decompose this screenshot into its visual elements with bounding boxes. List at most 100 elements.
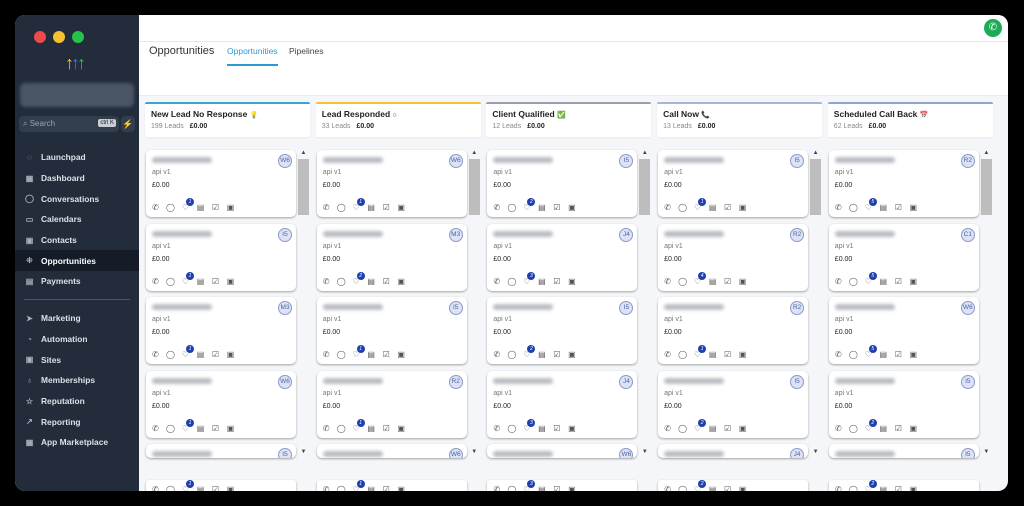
avatar[interactable]: R2 bbox=[448, 374, 463, 389]
note-icon[interactable]: ▤ bbox=[367, 276, 375, 286]
phone-icon[interactable]: ✆ bbox=[834, 350, 842, 359]
avatar[interactable]: M3 bbox=[448, 227, 463, 242]
note-icon[interactable]: ▤ bbox=[879, 276, 888, 286]
note-icon[interactable]: ▤ bbox=[367, 423, 375, 433]
phone-icon[interactable]: ✆ bbox=[664, 350, 671, 359]
opportunity-card[interactable]: C1 api v1 £0.00 ✆ ◯ ♡ 5 ▤ ☑ ▣ bbox=[828, 223, 979, 291]
calendar-icon[interactable]: ▣ bbox=[738, 350, 747, 359]
opportunity-card[interactable]: W6 api v1 £0.00 ✆ ◯ ♡ 1 ▤ ☑ ▣ bbox=[316, 150, 467, 217]
task-icon[interactable]: ☑ bbox=[553, 276, 561, 286]
avatar[interactable]: I5 bbox=[790, 374, 805, 389]
sidebar-item-payments[interactable]: ▤ Payments bbox=[15, 271, 139, 292]
tag-icon[interactable]: ♡ 2 bbox=[522, 198, 536, 212]
scroll-up-arrow[interactable]: ▲ bbox=[300, 150, 307, 156]
note-icon[interactable]: ▤ bbox=[708, 485, 717, 491]
avatar[interactable]: W6 bbox=[448, 154, 463, 168]
sidebar-item-sites[interactable]: ▣ Sites bbox=[15, 349, 139, 370]
task-icon[interactable]: ☑ bbox=[211, 350, 220, 359]
scroll-down-arrow[interactable]: ▼ bbox=[471, 449, 478, 455]
tag-icon[interactable]: ♡ 1 bbox=[181, 418, 194, 433]
chat-icon[interactable]: ◯ bbox=[678, 485, 688, 491]
opportunity-card[interactable]: I5 bbox=[828, 444, 979, 458]
calendar-icon[interactable]: ▣ bbox=[909, 350, 918, 359]
avatar[interactable]: W6 bbox=[619, 448, 634, 458]
avatar[interactable]: I5 bbox=[278, 227, 292, 242]
sidebar-item-launchpad[interactable]: ◌ Launchpad bbox=[15, 147, 139, 168]
opportunity-card[interactable]: W6 api v1 £0.00 ✆ ◯ ♡ 1 ▤ ☑ ▣ bbox=[146, 150, 296, 217]
note-icon[interactable]: ▤ bbox=[196, 350, 205, 359]
tag-icon[interactable]: ♡ 5 bbox=[864, 345, 877, 359]
avatar[interactable]: W6 bbox=[278, 154, 292, 168]
chat-icon[interactable]: ◯ bbox=[336, 485, 346, 491]
opportunity-card[interactable]: M3 api v1 £0.00 ✆ ◯ ♡ 2 ▤ ☑ ▣ bbox=[316, 223, 467, 291]
opportunity-card[interactable]: I5 api v1 £0.00 ✆ ◯ ♡ 1 ▤ ☑ ▣ bbox=[658, 150, 809, 217]
opportunity-card[interactable]: I5 bbox=[146, 444, 296, 458]
phone-icon[interactable]: ✆ bbox=[322, 350, 330, 359]
phone-icon[interactable]: ✆ bbox=[493, 423, 501, 433]
tag-icon[interactable]: ♡ 2 bbox=[864, 480, 877, 491]
scroll-down-arrow[interactable]: ▼ bbox=[300, 449, 307, 455]
avatar[interactable]: I5 bbox=[448, 301, 463, 315]
chat-icon[interactable]: ◯ bbox=[848, 485, 858, 491]
calendar-icon[interactable]: ▣ bbox=[738, 485, 747, 491]
chat-icon[interactable]: ◯ bbox=[166, 423, 175, 433]
task-icon[interactable]: ☑ bbox=[724, 350, 732, 359]
tag-icon[interactable]: ♡ 5 bbox=[864, 271, 877, 286]
task-icon[interactable]: ☑ bbox=[724, 203, 732, 212]
phone-icon[interactable]: ✆ bbox=[493, 203, 501, 212]
avatar[interactable]: W6 bbox=[278, 374, 292, 389]
phone-icon[interactable]: ✆ bbox=[152, 485, 159, 491]
quick-action-bolt-icon[interactable]: ⚡ bbox=[121, 116, 135, 132]
note-icon[interactable]: ▤ bbox=[367, 350, 375, 359]
opportunity-card[interactable]: J4 bbox=[658, 444, 809, 458]
calendar-icon[interactable]: ▣ bbox=[226, 276, 235, 286]
tag-icon[interactable]: ♡ 1 bbox=[181, 198, 194, 212]
search-input[interactable]: ⌕ Search ctrl K bbox=[19, 116, 119, 132]
phone-icon[interactable]: ✆ bbox=[152, 276, 159, 286]
phone-icon[interactable]: ✆ bbox=[664, 485, 671, 491]
sidebar-item-contacts[interactable]: ▣ Contacts bbox=[15, 230, 139, 251]
tag-icon[interactable]: ♡ 1 bbox=[693, 198, 707, 212]
opportunity-card[interactable]: R2 api v1 £0.00 ✆ ◯ ♡ 1 ▤ ☑ ▣ bbox=[658, 297, 809, 364]
opportunity-card[interactable]: I5 api v1 £0.00 ✆ ◯ ♡ 2 ▤ ☑ ▣ bbox=[658, 370, 809, 438]
avatar[interactable]: M3 bbox=[278, 301, 292, 315]
tag-icon[interactable]: ♡ 5 bbox=[864, 198, 877, 212]
tag-icon[interactable]: ♡ 1 bbox=[352, 480, 365, 491]
chat-icon[interactable]: ◯ bbox=[166, 485, 175, 491]
task-icon[interactable]: ☑ bbox=[211, 203, 220, 212]
scrollbar[interactable]: ▲ ▼ bbox=[468, 150, 480, 455]
tag-icon[interactable]: ♡ 1 bbox=[693, 345, 707, 359]
avatar[interactable]: J4 bbox=[619, 227, 634, 242]
avatar[interactable]: J4 bbox=[619, 374, 634, 389]
tag-icon[interactable]: ♡ 1 bbox=[352, 418, 365, 433]
chat-icon[interactable]: ◯ bbox=[678, 423, 688, 433]
phone-icon[interactable]: ✆ bbox=[152, 350, 159, 359]
chat-icon[interactable]: ◯ bbox=[336, 350, 346, 359]
avatar[interactable]: I5 bbox=[278, 448, 292, 458]
opportunity-card[interactable]: I5 api v1 £0.00 ✆ ◯ ♡ 1 ▤ ☑ ▣ bbox=[316, 297, 467, 364]
scroll-down-arrow[interactable]: ▼ bbox=[812, 449, 819, 455]
tag-icon[interactable]: ♡ 3 bbox=[522, 271, 536, 286]
tag-icon[interactable]: ♡ 4 bbox=[693, 271, 707, 286]
note-icon[interactable]: ▤ bbox=[367, 485, 375, 491]
tag-icon[interactable]: ♡ 1 bbox=[181, 480, 194, 491]
sidebar-item-automation[interactable]: ◔ Automation bbox=[15, 329, 139, 350]
phone-icon[interactable]: ✆ bbox=[493, 350, 501, 359]
tag-icon[interactable]: ♡ 2 bbox=[522, 345, 536, 359]
opportunity-card[interactable]: W6 api v1 £0.00 ✆ ◯ ♡ 5 ▤ ☑ ▣ bbox=[828, 297, 979, 364]
opportunity-card[interactable]: I5 api v1 £0.00 ✆ ◯ ♡ 2 ▤ ☑ ▣ bbox=[487, 150, 638, 217]
phone-call-button[interactable]: ✆ bbox=[984, 19, 1002, 37]
tag-icon[interactable]: ♡ 2 bbox=[693, 480, 707, 491]
note-icon[interactable]: ▤ bbox=[879, 350, 888, 359]
phone-icon[interactable]: ✆ bbox=[664, 203, 671, 212]
scrollbar[interactable]: ▲ ▼ bbox=[298, 150, 309, 455]
scrollbar[interactable]: ▲ ▼ bbox=[980, 150, 992, 455]
chat-icon[interactable]: ◯ bbox=[507, 485, 517, 491]
phone-icon[interactable]: ✆ bbox=[834, 485, 842, 491]
tag-icon[interactable]: ♡ 2 bbox=[864, 418, 877, 433]
task-icon[interactable]: ☑ bbox=[211, 485, 220, 491]
note-icon[interactable]: ▤ bbox=[879, 203, 888, 212]
maximize-button[interactable] bbox=[72, 31, 84, 43]
task-icon[interactable]: ☑ bbox=[553, 350, 561, 359]
phone-icon[interactable]: ✆ bbox=[152, 203, 159, 212]
